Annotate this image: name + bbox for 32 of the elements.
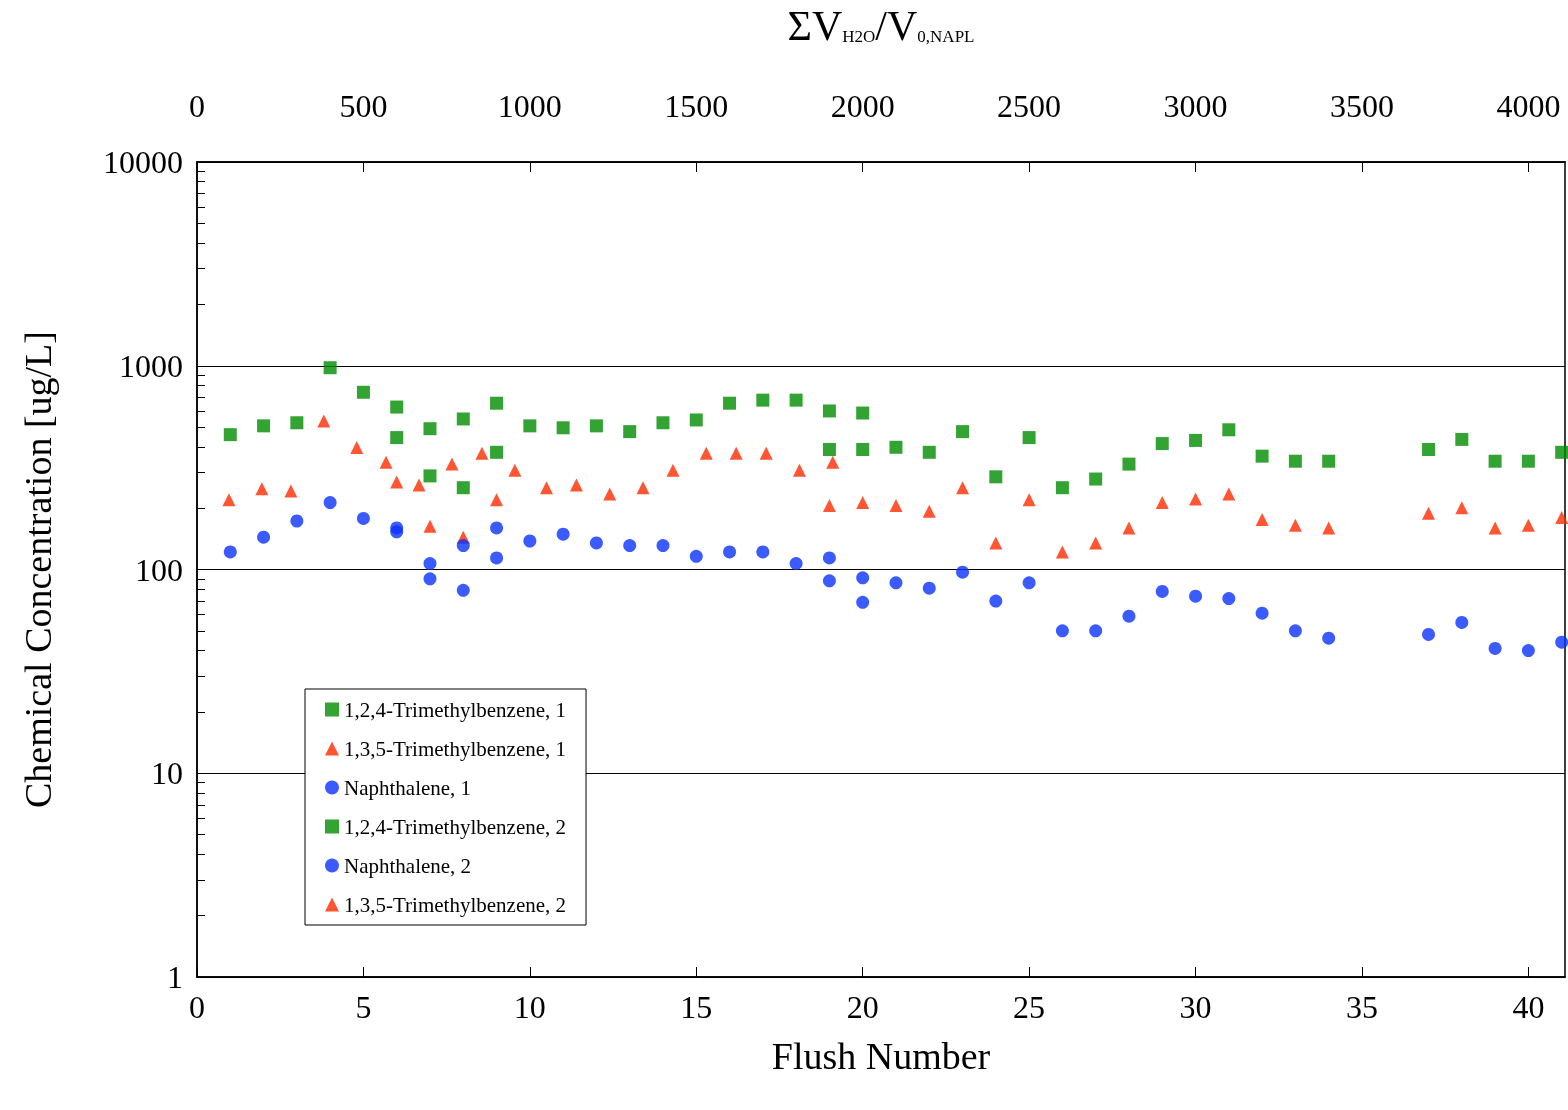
x2-tick-label: 1500 bbox=[664, 88, 729, 124]
legend-label: 1,3,5-Trimethylbenzene, 2 bbox=[344, 892, 567, 917]
x2-tick-label: 2000 bbox=[830, 88, 895, 124]
x-tick-label: 40 bbox=[1512, 989, 1545, 1025]
y-axis-title: Chemical Concentration [ug/L] bbox=[17, 331, 59, 808]
legend-label: Naphthalene, 1 bbox=[344, 775, 472, 800]
y-tick-label: 10000 bbox=[103, 144, 183, 180]
x-tick-label: 25 bbox=[1013, 989, 1046, 1025]
x-tick-label: 5 bbox=[355, 989, 372, 1025]
legend-label: 1,2,4-Trimethylbenzene, 1 bbox=[344, 697, 567, 722]
x-tick-label: 0 bbox=[189, 989, 205, 1025]
legend-label: 1,3,5-Trimethylbenzene, 1 bbox=[344, 736, 567, 761]
legend-label: 1,2,4-Trimethylbenzene, 2 bbox=[344, 814, 567, 839]
x2-axis-title: ΣVH2O/V0,NAPL bbox=[787, 3, 975, 49]
x2-tick-label: 1000 bbox=[497, 88, 562, 124]
y-tick-label: 100 bbox=[135, 551, 183, 588]
y-tick-label: 10 bbox=[151, 755, 183, 792]
legend-label: Naphthalene, 2 bbox=[344, 853, 472, 878]
y-tick-label: 1000 bbox=[119, 347, 183, 384]
x-axis-title: Flush Number bbox=[771, 1035, 991, 1077]
x-tick-label: 15 bbox=[680, 989, 713, 1025]
x2-tick-label: 3000 bbox=[1163, 88, 1228, 124]
x2-tick-label: 4000 bbox=[1496, 88, 1561, 124]
y-tick-label: 1 bbox=[167, 959, 183, 995]
x-tick-label: 35 bbox=[1345, 989, 1378, 1025]
x2-tick-label: 3500 bbox=[1329, 88, 1394, 124]
x-tick-label: 10 bbox=[513, 989, 546, 1025]
x-tick-label: 30 bbox=[1179, 989, 1212, 1025]
x2-tick-label: 0 bbox=[189, 88, 205, 124]
x-tick-label: 20 bbox=[846, 989, 879, 1025]
x2-tick-label: 500 bbox=[339, 88, 388, 124]
x2-tick-label: 2500 bbox=[997, 88, 1062, 124]
